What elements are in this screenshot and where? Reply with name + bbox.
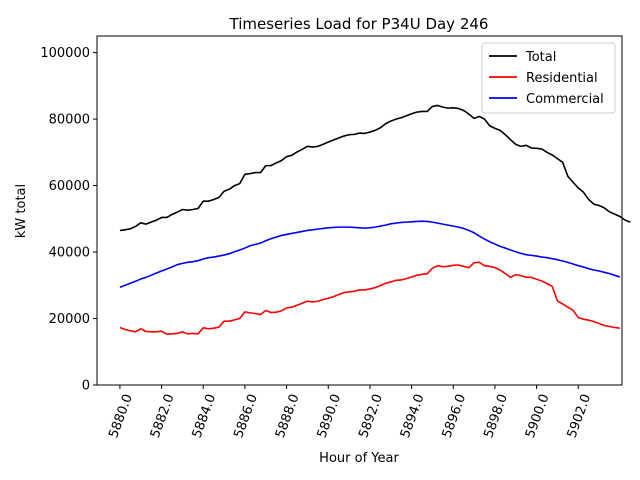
- x-tick-label: 5894.0: [398, 392, 428, 440]
- legend-label-commercial: Commercial: [526, 92, 604, 107]
- x-tick-label: 5900.0: [523, 392, 553, 440]
- legend-box: [481, 42, 616, 114]
- plot-frame: [96, 35, 623, 386]
- series-line-residential: [119, 261, 621, 335]
- y-tick-label: 40000: [49, 246, 90, 261]
- x-tick-label: 5886.0: [231, 392, 261, 440]
- x-tick-label: 5880.0: [106, 392, 136, 440]
- x-axis-label: Hour of Year: [319, 451, 399, 466]
- legend-label-total: Total: [525, 50, 556, 65]
- chart-title: Timeseries Load for P34U Day 246: [229, 15, 489, 33]
- series-line-commercial: [119, 220, 621, 289]
- y-tick-label: 100000: [40, 46, 90, 61]
- y-tick-label: 20000: [49, 312, 90, 327]
- x-tick-label: 5896.0: [440, 392, 470, 440]
- x-tick-label: 5898.0: [481, 392, 511, 440]
- legend: Total Residential Commercial: [481, 42, 616, 114]
- legend-label-residential: Residential: [526, 71, 598, 86]
- series-layer: [119, 104, 631, 335]
- x-tick-label: 5888.0: [273, 392, 303, 440]
- y-axis-label: kW total: [14, 184, 29, 238]
- x-tick-label: 5892.0: [356, 392, 386, 440]
- x-tick-label: 5902.0: [565, 392, 595, 440]
- x-tick-label: 5882.0: [148, 392, 178, 440]
- series-line-total: [119, 104, 631, 232]
- x-axis: 5880.0 5882.0 5884.0 5886.0 5888.0 5890.0 5892…: [106, 385, 594, 440]
- x-tick-label: 5884.0: [190, 392, 220, 440]
- y-tick-label: 60000: [49, 179, 90, 194]
- x-tick-label: 5890.0: [315, 392, 345, 440]
- y-tick-label: 0: [82, 379, 90, 394]
- y-axis: 0 20000 40000 60000 80000 100000: [40, 46, 97, 394]
- y-tick-label: 80000: [49, 113, 90, 128]
